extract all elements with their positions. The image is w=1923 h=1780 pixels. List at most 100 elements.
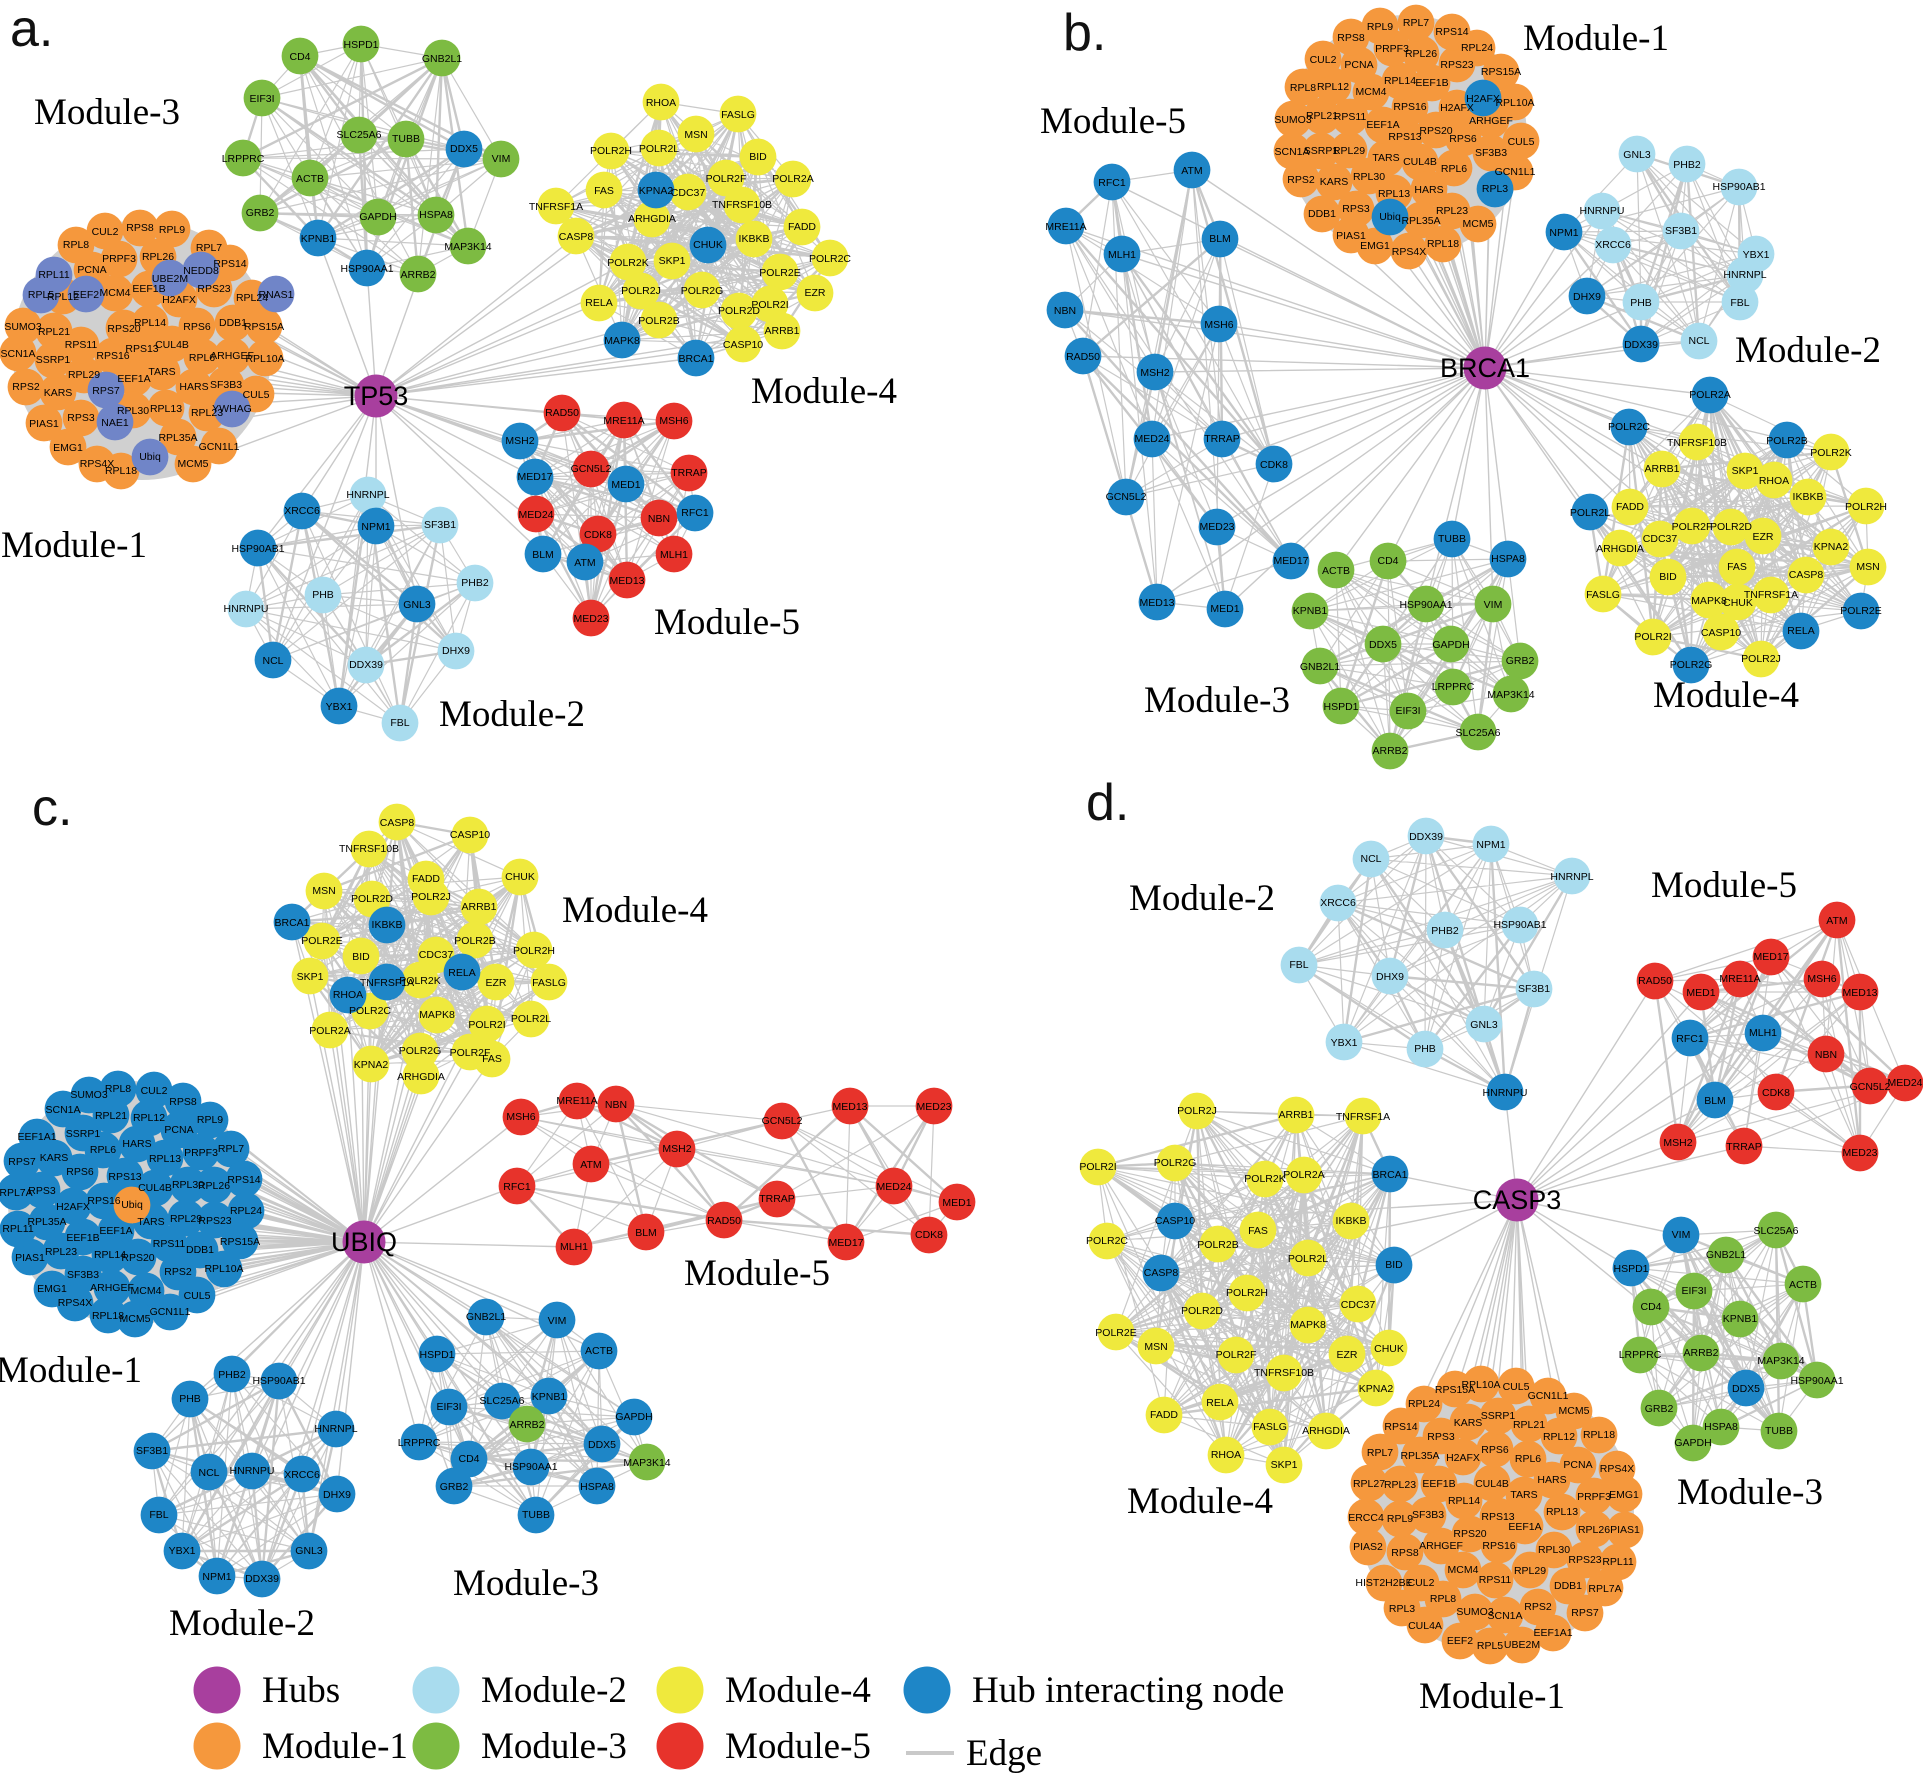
svg-text:RPL13: RPL13 bbox=[149, 1153, 181, 1165]
svg-text:CDC37: CDC37 bbox=[671, 187, 706, 199]
svg-text:POLR2I: POLR2I bbox=[468, 1019, 505, 1031]
svg-text:GCN1L1: GCN1L1 bbox=[1528, 1390, 1569, 1402]
svg-text:MED24: MED24 bbox=[1887, 1077, 1922, 1089]
svg-text:DDX5: DDX5 bbox=[1732, 1383, 1760, 1395]
svg-text:RPS6: RPS6 bbox=[1481, 1444, 1509, 1456]
svg-text:MCM5: MCM5 bbox=[178, 458, 209, 470]
svg-text:TRRAP: TRRAP bbox=[671, 467, 707, 479]
svg-text:YBX1: YBX1 bbox=[169, 1545, 196, 1557]
svg-text:POLR2F: POLR2F bbox=[706, 173, 747, 185]
svg-text:TARS: TARS bbox=[148, 366, 175, 378]
svg-text:POLR2A: POLR2A bbox=[1689, 389, 1730, 401]
svg-text:CASP8: CASP8 bbox=[380, 817, 415, 829]
svg-text:RPL9: RPL9 bbox=[1367, 21, 1393, 33]
svg-text:CDK8: CDK8 bbox=[1260, 459, 1288, 471]
svg-text:SCN1A: SCN1A bbox=[45, 1104, 80, 1116]
svg-text:RPS8: RPS8 bbox=[126, 222, 154, 234]
svg-text:ACTB: ACTB bbox=[1789, 1279, 1817, 1291]
svg-text:RPS11: RPS11 bbox=[153, 1238, 186, 1250]
svg-text:BRCA1: BRCA1 bbox=[1372, 1169, 1407, 1181]
svg-text:RPL24: RPL24 bbox=[1408, 1398, 1440, 1410]
svg-text:MSH2: MSH2 bbox=[1140, 367, 1169, 379]
svg-text:d.: d. bbox=[1086, 774, 1129, 832]
svg-text:DDX5: DDX5 bbox=[1369, 639, 1397, 651]
svg-text:GNB2L1: GNB2L1 bbox=[1300, 661, 1340, 673]
svg-text:RPS13: RPS13 bbox=[1388, 131, 1421, 143]
svg-text:EIF3I: EIF3I bbox=[436, 1401, 461, 1413]
svg-text:HNRNPU: HNRNPU bbox=[230, 1465, 275, 1477]
svg-text:RELA: RELA bbox=[585, 297, 612, 309]
svg-text:DDB1: DDB1 bbox=[1554, 1580, 1582, 1592]
svg-text:DDX39: DDX39 bbox=[245, 1573, 279, 1585]
svg-text:HSP90AA1: HSP90AA1 bbox=[1790, 1375, 1843, 1387]
svg-text:CD4: CD4 bbox=[458, 1453, 479, 1465]
svg-text:RPS20: RPS20 bbox=[121, 1252, 154, 1264]
svg-text:SKP1: SKP1 bbox=[297, 971, 324, 983]
svg-text:SUMO3: SUMO3 bbox=[1456, 1606, 1494, 1618]
svg-text:SKP1: SKP1 bbox=[659, 255, 686, 267]
svg-text:MCM4: MCM4 bbox=[131, 1285, 162, 1297]
svg-text:MAP3K14: MAP3K14 bbox=[623, 1457, 670, 1469]
svg-text:CASP3: CASP3 bbox=[1473, 1185, 1562, 1215]
svg-text:RPL12: RPL12 bbox=[1543, 1431, 1575, 1443]
svg-text:RPL11: RPL11 bbox=[2, 1223, 33, 1235]
svg-text:POLR2K: POLR2K bbox=[1810, 447, 1851, 459]
svg-text:HSPD1: HSPD1 bbox=[1613, 1263, 1648, 1275]
svg-text:SSRP1: SSRP1 bbox=[36, 354, 71, 366]
svg-text:ARHGEF: ARHGEF bbox=[210, 350, 254, 362]
svg-text:RPS2: RPS2 bbox=[1524, 1601, 1552, 1613]
svg-text:TNFRSF1A: TNFRSF1A bbox=[1744, 589, 1798, 601]
svg-text:RPS11: RPS11 bbox=[1334, 111, 1367, 123]
svg-text:Module-5: Module-5 bbox=[654, 602, 800, 643]
svg-text:POLR2B: POLR2B bbox=[454, 935, 495, 947]
svg-text:XRCC6: XRCC6 bbox=[284, 505, 320, 517]
svg-text:CHUK: CHUK bbox=[505, 871, 535, 883]
svg-text:RPS20: RPS20 bbox=[1453, 1528, 1486, 1540]
svg-text:SLC25A6: SLC25A6 bbox=[1754, 1225, 1799, 1237]
svg-text:CUL2: CUL2 bbox=[92, 226, 119, 238]
svg-text:CASP10: CASP10 bbox=[1155, 1215, 1195, 1227]
svg-text:RPL35A: RPL35A bbox=[158, 432, 197, 444]
svg-text:RPL13: RPL13 bbox=[1546, 1506, 1578, 1518]
svg-text:RPS15A: RPS15A bbox=[1481, 66, 1521, 78]
svg-text:RPL9: RPL9 bbox=[197, 1114, 223, 1126]
svg-text:RPS23: RPS23 bbox=[1440, 59, 1473, 71]
svg-text:VIM: VIM bbox=[1672, 1229, 1691, 1241]
svg-text:RPL10A: RPL10A bbox=[1461, 1379, 1500, 1391]
svg-text:BID: BID bbox=[352, 951, 370, 963]
svg-text:RPL35A: RPL35A bbox=[1401, 215, 1440, 227]
svg-text:HSPD1: HSPD1 bbox=[419, 1349, 454, 1361]
svg-text:EMG1: EMG1 bbox=[1360, 240, 1390, 252]
svg-text:GCN5L2: GCN5L2 bbox=[1850, 1081, 1891, 1093]
svg-text:Module-5: Module-5 bbox=[1040, 101, 1186, 142]
svg-text:FAS: FAS bbox=[1248, 1225, 1268, 1237]
svg-text:CUL2: CUL2 bbox=[1310, 54, 1337, 66]
svg-text:NCL: NCL bbox=[1360, 853, 1381, 865]
svg-text:RPL9: RPL9 bbox=[159, 224, 185, 236]
svg-text:CUL4A: CUL4A bbox=[1408, 1620, 1442, 1632]
svg-text:RPS6: RPS6 bbox=[1449, 133, 1477, 145]
svg-text:DDX5: DDX5 bbox=[588, 1439, 616, 1451]
svg-text:SCN1A: SCN1A bbox=[1274, 146, 1309, 158]
svg-text:HSPD1: HSPD1 bbox=[1323, 701, 1358, 713]
svg-text:NCL: NCL bbox=[1688, 335, 1709, 347]
svg-text:HIST2H2BE: HIST2H2BE bbox=[1355, 1577, 1412, 1589]
svg-text:RPL18: RPL18 bbox=[1427, 238, 1459, 250]
svg-text:SF3B3: SF3B3 bbox=[1475, 147, 1507, 159]
svg-text:RPS15A: RPS15A bbox=[220, 1236, 260, 1248]
svg-text:RPL5: RPL5 bbox=[28, 289, 54, 301]
svg-text:POLR2H: POLR2H bbox=[1845, 501, 1887, 513]
svg-text:SSRP1: SSRP1 bbox=[1304, 145, 1339, 157]
svg-text:RPL13: RPL13 bbox=[1378, 188, 1410, 200]
svg-text:NEDD8: NEDD8 bbox=[183, 265, 219, 277]
svg-text:SCN1A: SCN1A bbox=[0, 348, 35, 360]
svg-text:TNFRSF10B: TNFRSF10B bbox=[339, 843, 399, 855]
svg-text:ATM: ATM bbox=[1181, 165, 1202, 177]
svg-text:RPL14: RPL14 bbox=[1448, 1495, 1480, 1507]
svg-text:RPL9: RPL9 bbox=[1387, 1513, 1413, 1525]
svg-text:GRB2: GRB2 bbox=[1645, 1403, 1674, 1415]
svg-text:GAPDH: GAPDH bbox=[1674, 1437, 1711, 1449]
svg-text:Module-2: Module-2 bbox=[1735, 330, 1881, 371]
svg-text:MED23: MED23 bbox=[573, 613, 608, 625]
svg-text:HNRNPU: HNRNPU bbox=[1483, 1087, 1528, 1099]
